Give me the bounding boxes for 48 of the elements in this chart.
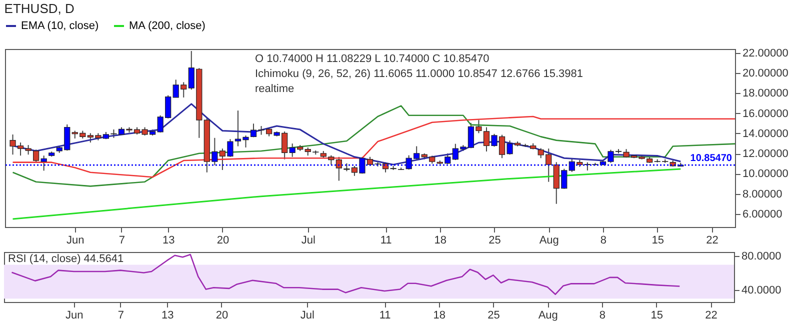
- y-tick-label: 20.00000: [742, 68, 788, 80]
- x-tick-label: 11: [379, 310, 391, 322]
- x-tick-label: 15: [650, 310, 663, 322]
- x-tick-label: 7: [118, 310, 124, 322]
- y-tick-label: 6.00000: [742, 208, 782, 220]
- y-tick-label: 8.00000: [742, 188, 782, 200]
- legend-label: MA (200, close): [129, 20, 206, 32]
- candlestick: [328, 154, 334, 166]
- ref-line-label: 10.85470: [690, 153, 732, 164]
- x-tick-label: 7: [118, 234, 126, 246]
- x-tick-label: Jun: [66, 234, 84, 246]
- x-tick-label: Aug: [538, 310, 558, 322]
- y-tick-label: 40.0000: [742, 284, 782, 297]
- x-tick-label: Jul: [300, 310, 314, 322]
- line-series: [12, 105, 736, 187]
- annotation: realtime: [255, 83, 294, 95]
- x-tick-label: 22: [705, 310, 718, 322]
- y-tick-label: 16.00000: [742, 108, 788, 120]
- chart-title: ETHUSD, D: [4, 1, 74, 16]
- x-tick-label: 18: [433, 310, 446, 322]
- x-tick-label: 25: [488, 234, 501, 246]
- x-tick-label: 25: [488, 310, 500, 322]
- y-tick-label: 12.00000: [742, 148, 788, 160]
- x-tick-label: Jun: [66, 310, 84, 322]
- line-series: [12, 116, 736, 178]
- y-tick-label: 80.0000: [742, 250, 782, 263]
- line-series: [12, 168, 682, 220]
- x-tick-label: 8: [599, 310, 606, 322]
- y-tick-label: 10.00000: [742, 168, 788, 180]
- x-tick-label: 8: [600, 234, 607, 246]
- y-tick-label: 22.00000: [742, 48, 788, 60]
- x-tick-label: 20: [216, 310, 228, 322]
- candlestick: [336, 156, 342, 182]
- chart-title: RSI (14, close) 44.5641: [8, 253, 124, 265]
- x-tick-label: 11: [380, 234, 392, 246]
- y-tick-label: 14.00000: [742, 128, 788, 140]
- x-tick-label: Aug: [539, 234, 559, 246]
- y-tick-label: 18.00000: [742, 88, 788, 100]
- legend-label: EMA (10, close): [21, 20, 99, 32]
- x-tick-label: 20: [216, 234, 230, 246]
- annotation: O 10.74000 H 11.08229 L 10.74000 C 10.85470: [255, 53, 490, 65]
- annotation: Ichimoku (9, 26, 52, 26) 11.6065 11.0000 10.8547 12.6766 15.3981: [255, 68, 584, 80]
- x-tick-label: 13: [161, 310, 174, 322]
- x-tick-label: Jul: [301, 234, 316, 246]
- x-tick-label: 18: [434, 234, 447, 246]
- x-tick-label: 15: [652, 234, 664, 246]
- x-tick-label: 22: [706, 234, 718, 246]
- x-tick-label: 13: [162, 234, 175, 246]
